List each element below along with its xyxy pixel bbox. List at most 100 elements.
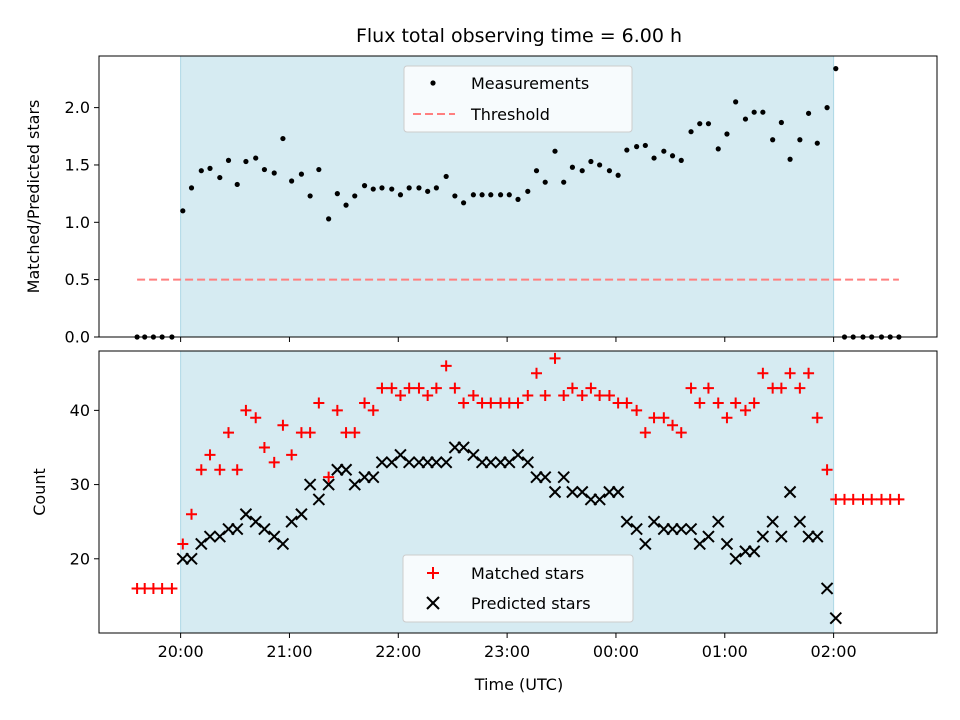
measurement-point <box>569 164 576 170</box>
measurement-point <box>361 183 368 189</box>
matched-stars-point <box>313 397 325 409</box>
predicted-stars-point <box>747 545 761 558</box>
measurement-point <box>615 172 621 178</box>
matched-stars-point <box>403 382 415 394</box>
measurement-point <box>833 66 839 72</box>
measurement-point <box>307 193 313 199</box>
predicted-stars-point <box>766 515 779 528</box>
matched-stars-point <box>268 456 280 468</box>
measurement-point <box>261 166 268 173</box>
bot-y-tick-label: 40 <box>70 401 90 420</box>
top-y-tick-label: 0.0 <box>65 328 90 347</box>
measurement-point <box>326 216 332 222</box>
matched-stars-point <box>250 412 262 424</box>
measurement-point <box>188 185 195 191</box>
predicted-stars-point <box>566 485 579 499</box>
top-y-tick-label: 1.0 <box>65 213 90 232</box>
bottom-x-ticks: 20:00 21:00 22:00 23:00 00:00 01:00 02:00 <box>158 633 857 661</box>
bot-y-tick-label: 20 <box>70 549 90 568</box>
matched-stars-point <box>177 538 189 550</box>
measurement-point <box>497 192 504 198</box>
predicted-stars-point <box>729 552 742 565</box>
measurement-point <box>805 110 812 116</box>
legend-measurements-label: Measurements <box>471 74 589 93</box>
predicted-stars-point <box>611 485 625 499</box>
measurement-point <box>597 162 603 168</box>
predicted-stars-point <box>367 470 380 484</box>
top-axes-frame <box>98 55 938 338</box>
measurement-point <box>705 121 712 127</box>
predicted-stars-point <box>820 582 834 595</box>
matched-stars-point <box>811 412 823 424</box>
matched-stars-point <box>549 352 561 364</box>
measurement-point <box>433 185 439 191</box>
measurement-point <box>733 99 739 105</box>
matched-stars-point <box>803 367 815 379</box>
measurement-point <box>678 157 684 163</box>
matched-stars-point <box>685 382 697 394</box>
measurement-point <box>225 157 232 163</box>
matched-stars-point <box>658 412 670 424</box>
predicted-stars-point <box>185 552 198 565</box>
matched-stars-point <box>648 412 660 424</box>
matched-stars-point <box>394 390 406 402</box>
predicted-stars-point <box>548 485 562 499</box>
bottom-legend-box <box>402 554 634 623</box>
predicted-stars-point <box>276 537 290 551</box>
matched-stars-point <box>730 397 742 409</box>
measurement-point <box>651 155 657 161</box>
x-tick-label: 23:00 <box>484 642 530 661</box>
legend-threshold-label: Threshold <box>470 105 550 124</box>
measurement-point <box>797 137 803 143</box>
measurement-point <box>343 202 349 208</box>
matched-stars-point <box>757 367 769 379</box>
measurement-point <box>787 156 793 162</box>
predicted-stars-point <box>620 515 634 528</box>
measurement-point <box>814 140 820 146</box>
matched-stars-point <box>467 390 479 402</box>
predicted-stars-point <box>295 508 308 521</box>
top-y-tick-label: 0.5 <box>65 270 90 289</box>
predicted-stars-point <box>647 515 661 528</box>
predicted-stars-point <box>322 478 335 491</box>
measurement-point <box>352 193 358 199</box>
matched-stars-point <box>585 382 597 394</box>
predicted-stars-point <box>231 522 244 536</box>
measurement-point <box>425 188 431 194</box>
top-legend: Measurements Threshold <box>403 65 633 133</box>
predicted-stars-point <box>675 522 688 536</box>
matched-stars-point <box>784 367 796 379</box>
measurement-point <box>770 137 776 143</box>
predicted-stars-point <box>829 611 842 625</box>
measurement-point <box>760 109 766 115</box>
measurement-point <box>525 188 531 194</box>
matched-stars-point <box>675 427 687 439</box>
matched-stars-point <box>594 390 606 402</box>
predicted-stars-point <box>684 522 698 536</box>
bottom-y-tick-labels: 20 30 40 <box>70 401 99 568</box>
matched-stars-point <box>214 464 226 476</box>
measurement-point <box>389 186 395 192</box>
matched-stars-point <box>231 464 243 476</box>
predicted-stars-point <box>348 478 361 491</box>
measurement-point <box>715 146 721 152</box>
matched-stars-point <box>775 382 787 394</box>
matched-stars-point <box>631 404 643 416</box>
matched-stars-point <box>386 382 398 394</box>
matched-stars-point <box>323 471 335 483</box>
x-tick-label: 01:00 <box>702 642 748 661</box>
measurement-point <box>207 165 213 171</box>
measurement-point <box>515 196 521 202</box>
legend-measurements-marker <box>430 80 436 86</box>
matched-stars-point <box>331 404 343 416</box>
matched-stars-point <box>458 397 470 409</box>
matched-stars-point <box>621 397 633 409</box>
bottom-data-marks <box>131 352 905 625</box>
predicted-stars-point <box>303 478 317 491</box>
matched-stars-point <box>748 397 760 409</box>
matched-stars-point <box>440 360 452 372</box>
bottom-panel: 20 30 40 20:00 21:00 22:00 23:00 00:00 01:00 02:… <box>30 350 938 694</box>
top-y-tick-labels: 0.0 0.5 1.0 1.5 2.0 <box>65 98 99 347</box>
matched-stars-point <box>522 390 534 402</box>
top-y-axis-label: Matched/Predicted stars <box>24 100 43 294</box>
